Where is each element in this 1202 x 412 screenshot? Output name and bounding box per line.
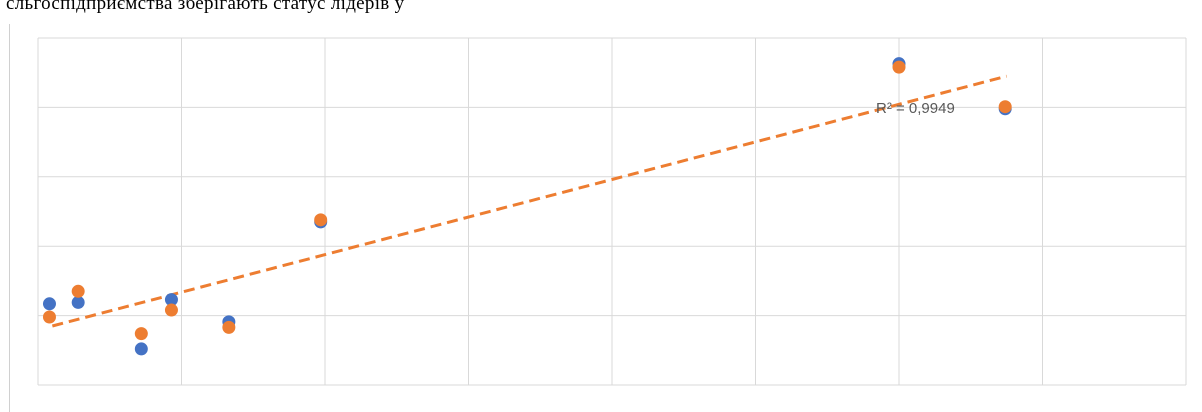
points-group	[42, 57, 1012, 356]
data-point-series-1	[134, 342, 148, 356]
data-point-series-2	[998, 100, 1012, 114]
data-point-series-2	[222, 320, 236, 334]
caption-text: сльгоспідприємства зберігають статус лід…	[6, 0, 405, 14]
chart-frame-edge	[9, 24, 10, 412]
data-point-series-2	[71, 284, 85, 298]
data-point-series-1	[164, 293, 178, 307]
trendline-group	[51, 74, 1008, 328]
data-point-series-1	[42, 297, 56, 311]
data-point-series-2	[164, 303, 178, 317]
data-point-series-2	[42, 310, 56, 324]
data-point-series-2	[314, 213, 328, 227]
trendline	[51, 74, 1008, 328]
r-squared-label: R² = 0,9949	[876, 100, 955, 117]
data-point-series-1	[71, 295, 85, 309]
grid-lines	[37, 37, 1187, 386]
data-point-series-2	[134, 327, 148, 341]
data-point-series-2	[892, 60, 906, 74]
